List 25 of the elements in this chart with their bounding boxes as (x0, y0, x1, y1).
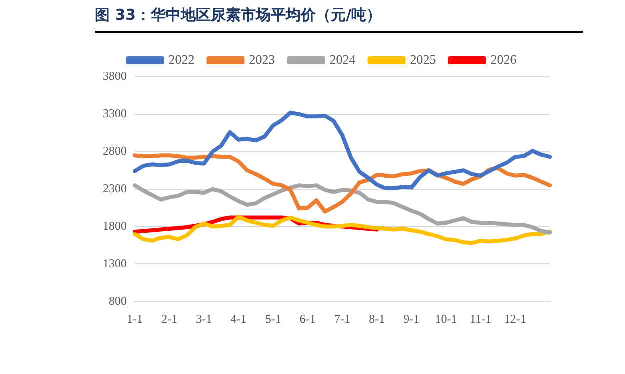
y-tick-label: 2300 (103, 181, 127, 196)
x-tick-label: 4-1 (230, 312, 247, 326)
x-tick-label: 12-1 (504, 312, 526, 326)
y-tick-label: 3800 (103, 69, 127, 84)
legend-label: 2025 (410, 52, 436, 67)
legend-label: 2023 (249, 52, 276, 67)
y-tick-label: 1800 (103, 218, 127, 233)
y-tick-label: 800 (109, 294, 127, 308)
x-tick-label: 9-1 (404, 312, 420, 326)
x-tick-label: 10-1 (435, 312, 458, 326)
x-tick-label: 6-1 (300, 312, 316, 326)
x-tick-label: 2-1 (162, 312, 178, 326)
x-tick-label: 1-1 (127, 312, 143, 326)
legend-label: 2026 (490, 52, 518, 67)
chart-title: 图 33：华中地区尿素市场平均价（元/吨） (95, 6, 583, 33)
x-tick-label: 3-1 (196, 312, 212, 326)
x-tick-label: 7-1 (334, 312, 350, 326)
y-tick-label: 3300 (103, 106, 127, 121)
y-tick-label: 1300 (103, 256, 127, 270)
y-tick-label: 2800 (103, 144, 127, 158)
x-tick-label: 5-1 (265, 312, 282, 326)
x-tick-label: 8-1 (369, 312, 386, 326)
legend-label: 2022 (168, 52, 195, 67)
x-tick-label: 11-1 (470, 312, 492, 326)
legend-label: 2024 (330, 52, 356, 67)
